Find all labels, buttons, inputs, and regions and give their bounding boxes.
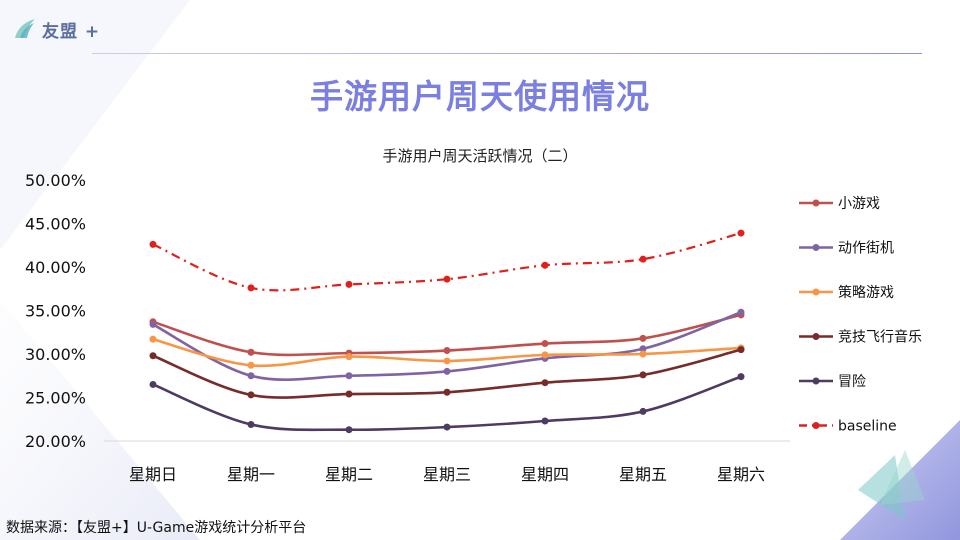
series-1 [149, 308, 745, 382]
legend-item: baseline [799, 419, 897, 435]
data-point [541, 417, 549, 425]
data-point [541, 340, 549, 348]
data-point [149, 335, 157, 343]
legend-label: 冒险 [838, 374, 866, 390]
data-point [443, 388, 451, 396]
data-point [737, 373, 745, 381]
data-point [541, 351, 549, 359]
x-tick-label: 星期一 [227, 465, 275, 484]
y-tick-label: 40.00% [25, 258, 86, 277]
x-axis: 星期日 星期一 星期二 星期三 星期四 星期五 星期六 [129, 465, 765, 484]
legend-item: 策略游戏 [799, 284, 894, 301]
data-point [149, 352, 157, 360]
y-tick-label: 50.00% [25, 171, 86, 190]
logo: 友盟 + [12, 14, 100, 44]
legend-swatch-marker [812, 377, 820, 385]
data-point [541, 379, 549, 387]
series-line [152, 375, 742, 432]
data-point [247, 348, 255, 356]
data-point [443, 275, 451, 283]
slide-title: 手游用户周天使用情况 [310, 77, 650, 116]
y-axis: 50.00% 45.00% 40.00% 35.00% 30.00% 25.00% 20.0… [25, 171, 86, 451]
x-tick-label: 星期三 [423, 465, 471, 484]
x-tick-label: 星期五 [619, 465, 667, 484]
y-tick-label: 45.00% [25, 215, 86, 234]
data-point [345, 353, 353, 361]
data-point [639, 350, 647, 358]
legend-swatch-marker [812, 333, 820, 340]
series-4 [149, 373, 745, 434]
data-point [737, 229, 745, 237]
legend-item: 小游戏 [799, 196, 880, 212]
series-group [149, 229, 745, 434]
data-point [639, 345, 647, 353]
data-point [443, 423, 451, 431]
header-divider [92, 53, 922, 54]
legend-swatch-marker [812, 288, 820, 296]
legend-label: 竞技飞行音乐 [838, 329, 922, 346]
data-point [639, 407, 647, 415]
data-point [443, 357, 451, 365]
data-point [247, 361, 255, 369]
data-point [737, 346, 745, 354]
series-2 [149, 335, 745, 369]
legend-label: 动作街机 [838, 241, 894, 257]
data-point [247, 372, 255, 380]
y-tick-label: 30.00% [25, 345, 86, 364]
logo-mark-icon [15, 19, 35, 38]
y-tick-label: 35.00% [25, 302, 86, 321]
chart-title: 手游用户周天活跃情况（二） [382, 147, 578, 165]
source-footnote: 数据来源：【友盟+】U-Game游戏统计分析平台 [6, 520, 307, 536]
legend-label: 策略游戏 [838, 284, 894, 301]
data-point [345, 372, 353, 380]
data-point [247, 284, 255, 292]
logo-text: 友盟 + [42, 21, 101, 42]
series-3 [149, 346, 745, 399]
legend-label: baseline [838, 419, 897, 435]
data-point [345, 280, 353, 288]
legend-item: 冒险 [799, 374, 866, 390]
y-tick-label: 25.00% [25, 389, 86, 408]
data-point [541, 261, 549, 269]
x-tick-label: 星期四 [521, 465, 569, 484]
data-point [639, 371, 647, 379]
data-point [149, 320, 157, 328]
legend-swatch-marker [812, 422, 820, 429]
legend-swatch-marker [812, 244, 820, 251]
data-point [247, 391, 255, 399]
data-point [149, 380, 157, 388]
data-point [149, 240, 157, 248]
x-tick-label: 星期二 [325, 465, 373, 484]
series-0 [149, 311, 745, 357]
data-point [639, 334, 647, 342]
x-tick-label: 星期日 [129, 465, 177, 484]
data-point [443, 367, 451, 375]
y-tick-label: 20.00% [25, 432, 86, 451]
data-point [345, 426, 353, 434]
series-5 [149, 229, 745, 292]
data-point [247, 420, 255, 428]
legend-item: 动作街机 [799, 241, 894, 257]
data-point [737, 308, 745, 316]
legend-label: 小游戏 [838, 196, 880, 212]
legend-swatch-marker [812, 199, 820, 207]
legend-item: 竞技飞行音乐 [799, 329, 922, 346]
data-point [639, 255, 647, 263]
data-point [345, 390, 353, 398]
x-tick-label: 星期六 [717, 465, 765, 484]
data-point [443, 347, 451, 355]
